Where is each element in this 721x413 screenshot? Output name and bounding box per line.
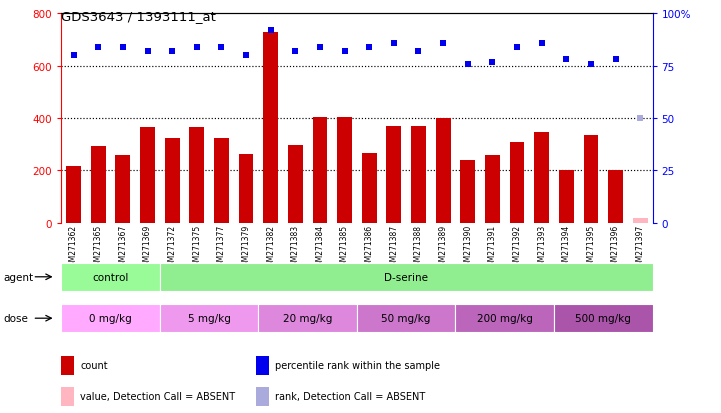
Point — [388, 40, 399, 47]
Bar — [435, 119, 451, 223]
Bar — [257, 387, 270, 406]
Point — [511, 45, 523, 51]
Bar — [140, 128, 155, 223]
Point — [487, 59, 498, 66]
Bar — [164, 138, 180, 223]
Bar — [456, 304, 554, 332]
Bar — [288, 145, 303, 223]
Point — [290, 49, 301, 55]
Point — [438, 40, 449, 47]
Bar — [633, 218, 647, 223]
Text: value, Detection Call = ABSENT: value, Detection Call = ABSENT — [80, 392, 235, 401]
Bar — [337, 117, 352, 223]
Bar — [357, 304, 456, 332]
Bar — [239, 155, 254, 223]
Bar — [362, 153, 376, 223]
Point — [560, 57, 572, 64]
Point — [610, 57, 622, 64]
Point — [216, 45, 227, 51]
Bar — [91, 147, 105, 223]
Point — [191, 45, 203, 51]
Point — [314, 45, 326, 51]
Bar — [534, 133, 549, 223]
Bar — [190, 128, 204, 223]
Bar — [510, 142, 524, 223]
Bar — [411, 126, 426, 223]
Text: agent: agent — [4, 272, 34, 282]
Bar — [61, 356, 74, 375]
Text: D-serine: D-serine — [384, 272, 428, 282]
Text: rank, Detection Call = ABSENT: rank, Detection Call = ABSENT — [275, 392, 425, 401]
Text: count: count — [80, 361, 108, 370]
Bar — [609, 171, 623, 223]
Text: GDS3643 / 1393111_at: GDS3643 / 1393111_at — [61, 10, 216, 23]
Bar — [559, 171, 574, 223]
Text: 5 mg/kg: 5 mg/kg — [187, 313, 231, 323]
Point — [92, 45, 104, 51]
Bar — [257, 356, 270, 375]
Text: 20 mg/kg: 20 mg/kg — [283, 313, 332, 323]
Point — [117, 45, 128, 51]
Point — [142, 49, 154, 55]
Text: dose: dose — [4, 313, 29, 323]
Text: 50 mg/kg: 50 mg/kg — [381, 313, 431, 323]
Text: 0 mg/kg: 0 mg/kg — [89, 313, 132, 323]
Bar — [115, 156, 131, 223]
Bar — [61, 387, 74, 406]
Bar — [61, 304, 160, 332]
Bar — [214, 138, 229, 223]
Point — [265, 28, 276, 34]
Bar — [386, 126, 401, 223]
Bar — [313, 117, 327, 223]
Bar — [263, 33, 278, 223]
Bar — [160, 304, 258, 332]
Point — [68, 53, 79, 59]
Bar — [554, 304, 653, 332]
Bar — [460, 161, 475, 223]
Point — [634, 116, 646, 122]
Point — [585, 61, 597, 68]
Point — [536, 40, 547, 47]
Point — [240, 53, 252, 59]
Point — [167, 49, 178, 55]
Point — [462, 61, 474, 68]
Text: percentile rank within the sample: percentile rank within the sample — [275, 361, 441, 370]
Bar — [485, 156, 500, 223]
Text: control: control — [92, 272, 129, 282]
Point — [339, 49, 350, 55]
Bar — [160, 263, 653, 291]
Text: 200 mg/kg: 200 mg/kg — [477, 313, 533, 323]
Point — [363, 45, 375, 51]
Bar — [583, 136, 598, 223]
Bar — [61, 263, 160, 291]
Text: 500 mg/kg: 500 mg/kg — [575, 313, 631, 323]
Point — [412, 49, 424, 55]
Bar — [258, 304, 357, 332]
Bar — [66, 167, 81, 223]
